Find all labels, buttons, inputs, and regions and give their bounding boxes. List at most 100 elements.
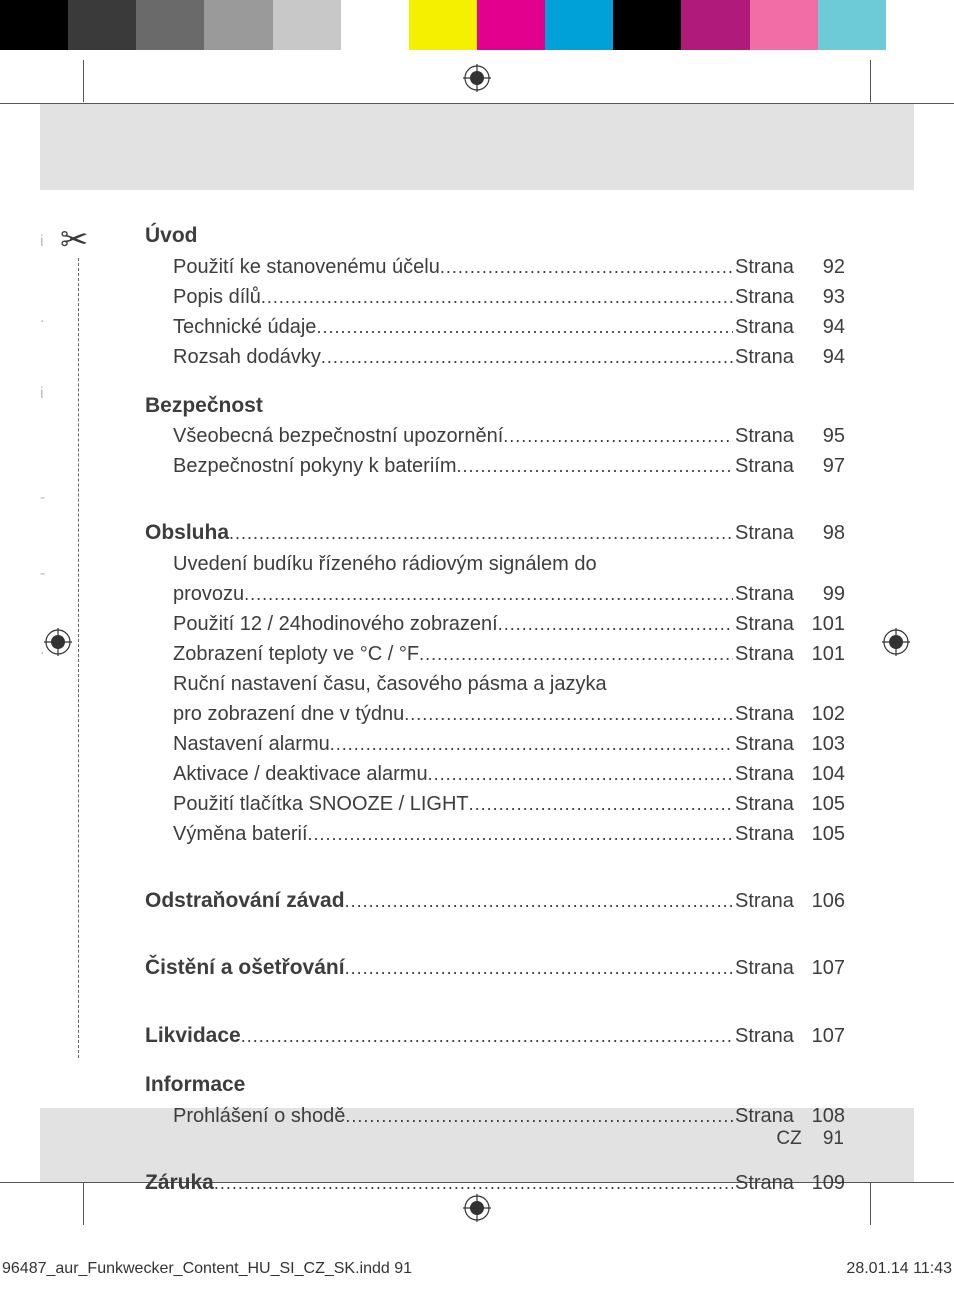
toc-page-number: 101: [803, 639, 845, 669]
toc-entry-title: Rozsah dodávky: [173, 342, 321, 372]
toc-leader-dots: [456, 453, 733, 480]
toc-leader-dots: [316, 314, 733, 341]
color-swatch: [136, 0, 204, 50]
toc-leader-dots: [503, 423, 733, 450]
toc-page-unit: Strana: [733, 421, 803, 451]
toc-leader-dots: [345, 1103, 733, 1130]
toc-entry-row: Použití tlačítka SNOOZE / LIGHT Strana105: [145, 789, 845, 819]
toc-leader-dots: [428, 761, 733, 788]
toc-entry-title: Použití 12 / 24hodinového zobrazení: [173, 609, 498, 639]
toc-leader-dots: [229, 520, 733, 547]
toc-leader-dots: [345, 955, 733, 982]
toc-page-number: 106: [803, 886, 845, 916]
toc-leader-dots: [261, 284, 733, 311]
toc-page-unit: Strana: [733, 886, 803, 916]
toc-page-number: 105: [803, 789, 845, 819]
color-swatch: [0, 0, 68, 50]
toc-page-unit: Strana: [733, 1101, 803, 1131]
toc-leader-dots: [321, 344, 733, 371]
footer-lang-code: CZ: [776, 1128, 801, 1149]
color-swatch: [545, 0, 613, 50]
prepress-slug: 96487_aur_Funkwecker_Content_HU_SI_CZ_SK…: [0, 1260, 954, 1278]
toc-page-number: 94: [803, 312, 845, 342]
toc-page-unit: Strana: [733, 518, 803, 548]
toc-section-row: Obsluha Strana98: [145, 499, 845, 549]
toc-page-unit: Strana: [733, 639, 803, 669]
toc-page-number: 101: [803, 609, 845, 639]
toc-page-number: 109: [803, 1168, 845, 1198]
toc-page-number: 99: [803, 579, 845, 609]
toc-section-title: Odstraňování závad: [145, 885, 345, 917]
registration-mark-icon: [463, 64, 491, 92]
bleed-ghost-text: i.i--.: [40, 230, 80, 714]
toc-leader-dots: [330, 731, 733, 758]
toc-leader-dots: [469, 791, 733, 818]
toc-entry-title: Všeobecná bezpečnostní upozornění: [173, 421, 503, 451]
toc-page-number: 108: [803, 1101, 845, 1131]
toc-entry-title: Nastavení alarmu: [173, 729, 330, 759]
toc-section-title: Obsluha: [145, 517, 229, 549]
toc-page-number: 93: [803, 282, 845, 312]
toc-page-number: 94: [803, 342, 845, 372]
toc-entry-title: Zobrazení teploty ve °C / °F: [173, 639, 419, 669]
toc-leader-dots: [345, 888, 733, 915]
toc-entry-row: Prohlášení o shodě Strana108: [145, 1101, 845, 1131]
toc-page-number: 98: [803, 518, 845, 548]
color-swatch: [204, 0, 272, 50]
toc-page-unit: Strana: [733, 609, 803, 639]
crop-mark: [83, 60, 84, 102]
toc-page-number: 92: [803, 252, 845, 282]
toc-entry-title: Prohlášení o shodě: [173, 1101, 345, 1131]
toc-entry-title: Popis dílů: [173, 282, 261, 312]
registration-mark-icon: [882, 628, 910, 656]
color-swatch: [477, 0, 545, 50]
toc-page-number: 102: [803, 699, 845, 729]
toc-page-unit: Strana: [733, 789, 803, 819]
toc-page-number: 103: [803, 729, 845, 759]
crop-mark: [83, 1183, 84, 1225]
footer-page-number: 91: [823, 1128, 844, 1149]
toc-entry-row: Rozsah dodávkyStrana94: [145, 342, 845, 372]
toc-entry-row: Technické údajeStrana94: [145, 312, 845, 342]
color-swatch: [613, 0, 681, 50]
toc-section-row: Čistění a ošetřování Strana107: [145, 934, 845, 984]
cut-line: [78, 258, 79, 1058]
header-band: [40, 104, 914, 190]
color-swatch: [68, 0, 136, 50]
toc-entry-row: Popis dílů Strana93: [145, 282, 845, 312]
color-calibration-bar: [0, 0, 954, 50]
toc-section-title: Čistění a ošetřování: [145, 952, 345, 984]
toc-page-unit: Strana: [733, 819, 803, 849]
toc-entry-row: Nastavení alarmuStrana103: [145, 729, 845, 759]
color-swatch: [750, 0, 818, 50]
scissor-icon: ✂: [60, 220, 89, 260]
toc-entry-title: Výměna baterií: [173, 819, 308, 849]
toc-page-number: 107: [803, 1021, 845, 1051]
toc-page-unit: Strana: [733, 282, 803, 312]
toc-entry-row: Použití 12 / 24hodinového zobrazení Stran…: [145, 609, 845, 639]
toc-page-number: 107: [803, 953, 845, 983]
crop-mark: [870, 60, 871, 102]
toc-section-title: Bezpečnost: [145, 390, 845, 422]
toc-entry-title: Aktivace / deaktivace alarmu: [173, 759, 428, 789]
toc-entry-title: Použití tlačítka SNOOZE / LIGHT: [173, 789, 469, 819]
toc-section-title: Úvod: [145, 220, 845, 252]
toc-leader-dots: [404, 701, 733, 728]
toc-page-number: 95: [803, 421, 845, 451]
color-swatch: [818, 0, 886, 50]
toc-page-unit: Strana: [733, 1168, 803, 1198]
footer-page-label: CZ 91: [776, 1128, 844, 1150]
toc-page-unit: Strana: [733, 953, 803, 983]
toc-entry-title: Bezpečnostní pokyny k bateriím: [173, 451, 456, 481]
toc-section-row: ZárukaStrana109: [145, 1149, 845, 1199]
toc-entry-row: Zobrazení teploty ve °C / °F Strana101: [145, 639, 845, 669]
toc-section-title: Informace: [145, 1069, 845, 1101]
toc-leader-dots: [498, 611, 733, 638]
toc-leader-dots: [308, 821, 733, 848]
toc-entry-wrap-line: Ruční nastavení času, časového pásma a j…: [145, 669, 845, 699]
toc-page-unit: Strana: [733, 699, 803, 729]
color-swatch: [273, 0, 341, 50]
toc-page-number: 105: [803, 819, 845, 849]
toc-entry-row: Aktivace / deaktivace alarmuStrana104: [145, 759, 845, 789]
slug-datetime: 28.01.14 11:43: [846, 1260, 952, 1278]
